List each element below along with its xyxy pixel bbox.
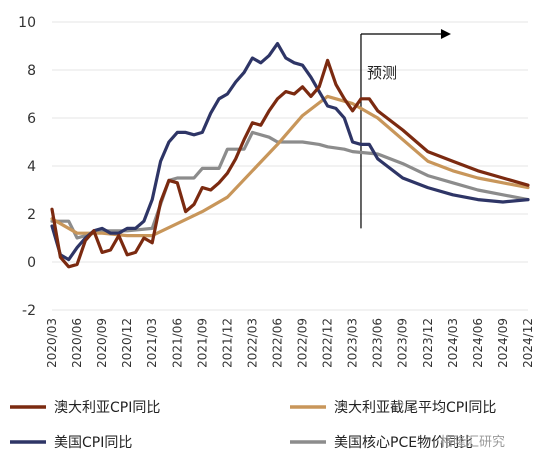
y-tick-label: -2 — [22, 303, 36, 319]
x-tick-label: 2021/09 — [195, 318, 209, 368]
y-axis: -2 0 2 4 6 8 10 — [18, 15, 36, 319]
series-line-0 — [50, 58, 530, 269]
x-axis: 2020/03 2020/06 2020/09 2020/12 2021/03 2021/… — [45, 318, 535, 368]
x-tick-label: 2020/03 — [45, 318, 59, 368]
forecast-arrow-head — [440, 29, 451, 39]
legend-label-1: 澳大利亚截尾平均CPI同比 — [334, 400, 496, 416]
x-tick-label: 2021/03 — [145, 318, 159, 368]
y-tick-label: 8 — [27, 63, 36, 79]
y-tick-label: 6 — [27, 111, 36, 127]
forecast-label: 预测 — [367, 64, 397, 82]
x-tick-label: 2024/09 — [496, 318, 510, 368]
series-group — [50, 41, 530, 269]
y-tick-label: 2 — [27, 207, 36, 223]
x-tick-label: 2023/03 — [346, 318, 360, 368]
y-tick-label: 10 — [18, 15, 36, 31]
x-tick-label: 2022/12 — [321, 318, 335, 368]
legend-label-0: 澳大利亚CPI同比 — [54, 400, 160, 416]
x-tick-label: 2022/09 — [296, 318, 310, 368]
x-tick-label: 2020/06 — [70, 318, 84, 368]
x-tick-label: 2020/12 — [120, 318, 134, 368]
x-tick-label: 2023/12 — [421, 318, 435, 368]
x-tick-label: 2022/03 — [245, 318, 259, 368]
x-tick-label: 2023/09 — [396, 318, 410, 368]
x-tick-label: 2023/06 — [371, 318, 385, 368]
x-tick-label: 2020/09 — [95, 318, 109, 368]
series-line-1 — [50, 94, 530, 238]
series-line-2 — [50, 41, 530, 262]
x-tick-label: 2024/06 — [471, 318, 485, 368]
x-tick-label: 2021/06 — [170, 318, 184, 368]
x-tick-label: 2024/12 — [521, 318, 535, 368]
x-tick-label: 2024/03 — [446, 318, 460, 368]
legend-label-3: 美国核心PCE物价同比 — [334, 435, 473, 451]
grid — [52, 21, 528, 311]
series-line-3 — [50, 130, 530, 240]
x-tick-label: 2022/06 — [270, 318, 284, 368]
y-tick-label: 4 — [27, 159, 36, 175]
legend-label-2: 美国CPI同比 — [54, 435, 132, 451]
y-tick-label: 0 — [27, 255, 36, 271]
x-tick-label: 2021/12 — [220, 318, 234, 368]
watermark: 格隆汇研究 — [440, 434, 505, 450]
forecast-marker: 预测 — [360, 29, 451, 229]
